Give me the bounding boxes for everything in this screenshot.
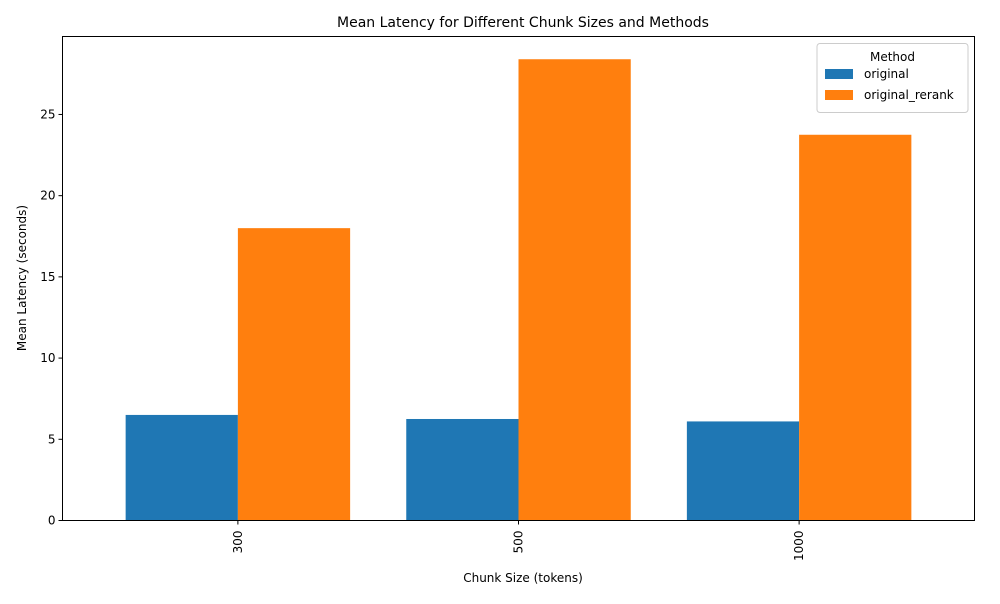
x-axis-label: Chunk Size (tokens) <box>463 571 583 585</box>
y-tick-label-20: 20 <box>40 189 55 203</box>
legend: Method original original_rerank <box>816 43 969 113</box>
x-tick-label-500: 500 <box>512 531 526 554</box>
y-tick-label-15: 15 <box>40 270 55 284</box>
y-tick-label-5: 5 <box>48 432 56 446</box>
y-axis-label: Mean Latency (seconds) <box>15 205 29 351</box>
legend-swatch-original_rerank <box>825 90 853 100</box>
bar-original_rerank-1000 <box>799 134 912 521</box>
bar-original_rerank-300 <box>237 228 351 521</box>
legend-swatch-original <box>825 69 853 79</box>
y-tick-label-25: 25 <box>40 107 55 121</box>
bar-original_rerank-500 <box>518 59 631 521</box>
bar-original-300 <box>125 414 238 521</box>
x-tick-label-1000: 1000 <box>792 531 806 562</box>
bars-layer <box>125 59 912 521</box>
legend-box <box>816 43 969 113</box>
y-tick-label-0: 0 <box>48 514 56 528</box>
x-tick-label-300: 300 <box>231 531 245 554</box>
legend-label-original: original <box>864 67 909 81</box>
y-tick-label-10: 10 <box>40 351 55 365</box>
bar-original-500 <box>406 418 519 521</box>
legend-items: original original_rerank <box>825 67 954 102</box>
bar-original-1000 <box>686 421 800 521</box>
legend-title: Method <box>870 50 915 64</box>
chart-title: Mean Latency for Different Chunk Sizes a… <box>337 15 709 31</box>
legend-label-original_rerank: original_rerank <box>864 88 954 102</box>
plot-frame <box>62 36 975 521</box>
axes-layer: 300 500 1000 0 5 10 15 20 25 <box>40 107 806 561</box>
